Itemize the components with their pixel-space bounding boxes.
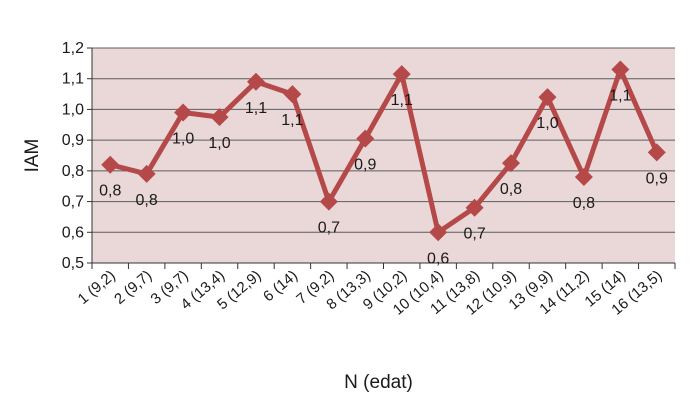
x-tick-label: 2 (9,7) bbox=[111, 267, 155, 308]
y-tick-label: 0,6 bbox=[62, 224, 84, 241]
data-point bbox=[319, 192, 338, 211]
data-label: 1,0 bbox=[208, 135, 230, 152]
y-tick-label: 1,0 bbox=[62, 101, 84, 118]
data-point bbox=[502, 154, 521, 173]
data-point bbox=[429, 223, 448, 242]
data-label: 1,1 bbox=[245, 100, 267, 117]
y-tick-labels: 0,5 0,6 0,7 0,8 0,9 1,0 1,1 1,2 bbox=[62, 40, 84, 272]
data-label: 0,6 bbox=[427, 250, 449, 267]
data-point bbox=[392, 65, 411, 84]
data-point bbox=[174, 103, 193, 122]
data-label: 0,9 bbox=[354, 157, 376, 174]
data-label: 0,9 bbox=[646, 170, 668, 187]
data-label: 0,8 bbox=[573, 195, 595, 212]
x-axis-label: N (edat) bbox=[344, 372, 413, 393]
gridlines bbox=[87, 47, 675, 264]
data-label: 1,0 bbox=[536, 115, 558, 132]
plot-area bbox=[92, 48, 675, 263]
y-tick-label: 1,2 bbox=[62, 40, 84, 57]
data-point bbox=[101, 155, 120, 174]
axes bbox=[91, 48, 676, 269]
series-line-path bbox=[109, 67, 660, 235]
data-label: 0,7 bbox=[463, 226, 485, 243]
data-point bbox=[283, 85, 302, 104]
data-point bbox=[137, 164, 156, 183]
data-point bbox=[246, 72, 265, 91]
data-label: 0,8 bbox=[500, 181, 522, 198]
data-point bbox=[210, 108, 229, 127]
y-tick-label: 0,8 bbox=[62, 163, 84, 180]
data-point bbox=[356, 129, 375, 148]
data-point bbox=[465, 198, 484, 217]
data-point bbox=[647, 143, 666, 162]
series-line bbox=[109, 67, 660, 235]
data-label: 1,1 bbox=[609, 88, 631, 105]
data-label: 1,1 bbox=[281, 112, 303, 129]
data-label: 0,7 bbox=[318, 220, 340, 237]
data-point bbox=[538, 88, 557, 107]
data-point bbox=[574, 168, 593, 186]
series-markers bbox=[101, 60, 666, 242]
data-point bbox=[611, 60, 630, 79]
y-tick-label: 0,5 bbox=[62, 255, 84, 272]
x-tick-label: 6 (14) bbox=[260, 267, 301, 305]
y-tick-label: 0,9 bbox=[62, 132, 84, 149]
y-tick-label: 1,1 bbox=[62, 71, 84, 88]
y-tick-label: 0,7 bbox=[62, 194, 84, 211]
data-label: 1,1 bbox=[391, 92, 413, 109]
x-tick-labels: 1 (9,2)2 (9,7)3 (9,7)4 (13,4)5 (12,9)6 (… bbox=[75, 267, 666, 319]
data-label: 0,8 bbox=[99, 183, 121, 200]
y-axis-label: IAM bbox=[22, 139, 43, 173]
data-label: 1,0 bbox=[172, 131, 194, 148]
data-labels: 0,8 0,8 1,0 1,0 1,1 1,1 0,7 0,9 1,1 0,6 0,7 0,8 1,0 0… bbox=[99, 88, 668, 268]
data-label: 0,8 bbox=[136, 192, 158, 209]
x-tick-label: 1 (9,2) bbox=[75, 267, 119, 308]
